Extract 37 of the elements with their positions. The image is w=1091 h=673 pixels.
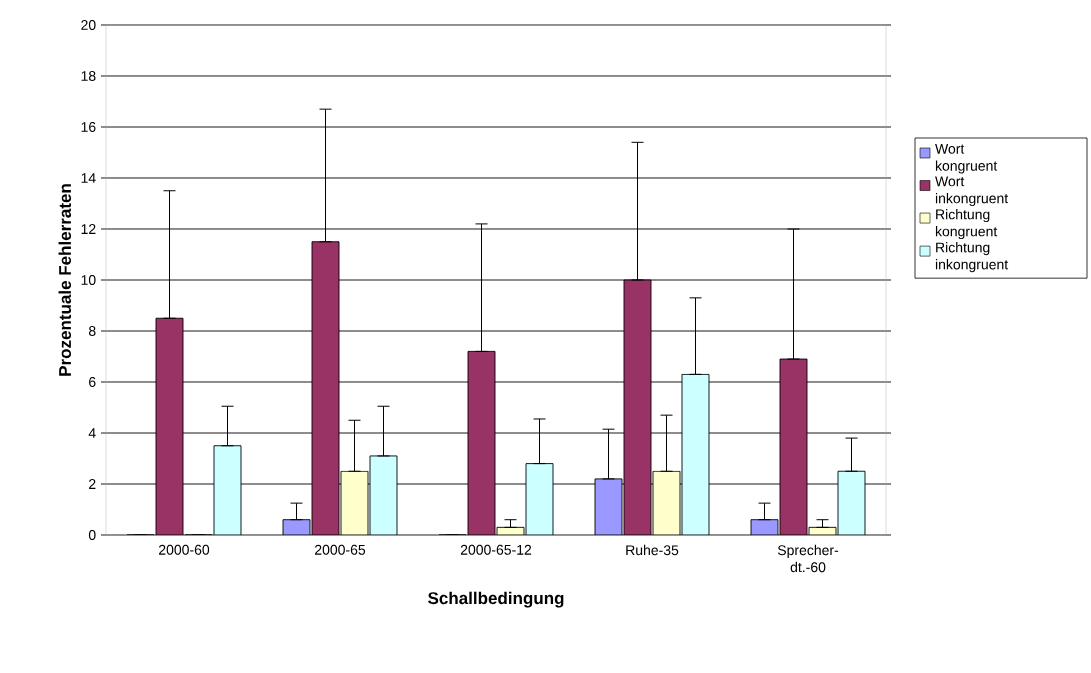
bar bbox=[467, 350, 496, 535]
x-tick-label: 2000-60 bbox=[159, 544, 210, 555]
y-tick-label: 20 bbox=[81, 20, 96, 30]
bar bbox=[213, 445, 242, 535]
legend-label: Richtung kongruent bbox=[935, 209, 998, 240]
y-tick-label: 0 bbox=[88, 530, 96, 540]
legend-label: Richtung inkongruent bbox=[935, 242, 1009, 273]
bar bbox=[837, 470, 866, 535]
y-tick-label: 12 bbox=[81, 224, 96, 234]
bar bbox=[369, 455, 398, 535]
bar bbox=[623, 279, 652, 535]
bar bbox=[155, 317, 184, 535]
bar bbox=[779, 358, 808, 535]
y-tick-label: 14 bbox=[81, 173, 96, 183]
x-tick-label: 2000-65-12 bbox=[460, 544, 532, 555]
y-tick-label: 2 bbox=[89, 479, 96, 489]
bar bbox=[525, 463, 554, 535]
bar bbox=[652, 470, 681, 535]
y-tick-label: 8 bbox=[88, 326, 96, 336]
y-tick-label: 10 bbox=[81, 275, 96, 285]
y-tick-label: 6 bbox=[89, 377, 96, 387]
y-tick-label: 4 bbox=[88, 428, 96, 438]
bar bbox=[340, 470, 369, 535]
bar bbox=[282, 519, 311, 535]
y-tick-label: 18 bbox=[81, 71, 96, 81]
y-tick-label: 16 bbox=[81, 122, 96, 132]
x-axis-title: Schallbedingung bbox=[428, 591, 564, 608]
x-tick-label: 2000-65 bbox=[315, 544, 366, 555]
bar bbox=[681, 373, 710, 535]
x-tick-label: Ruhe-35 bbox=[626, 544, 679, 556]
bar bbox=[750, 519, 779, 535]
bar bbox=[594, 478, 623, 535]
legend-label: Wort kongruent bbox=[935, 144, 998, 174]
bar bbox=[311, 241, 340, 535]
y-axis-title: Prozentuale Fehlerraten bbox=[58, 184, 72, 376]
legend-label: Wort inkongruent bbox=[935, 176, 1009, 207]
x-tick-label: Sprecher-dt.-60 bbox=[777, 544, 839, 573]
